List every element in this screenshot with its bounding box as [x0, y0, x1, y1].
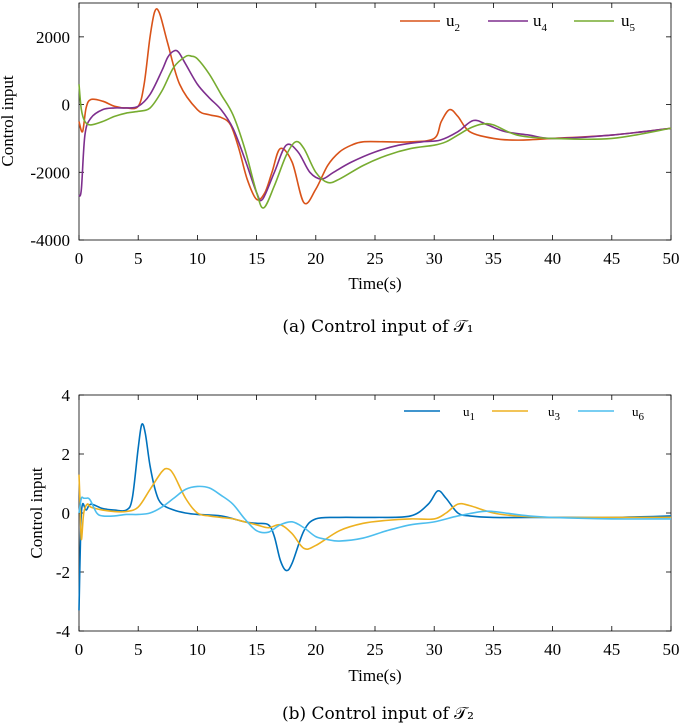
- chart-a-series-4-line: [78, 49, 672, 202]
- chart-a-ytick-label: -4000: [30, 231, 70, 250]
- chart-b: 0 5 10 15 20 25 30 35 40 45 50 -4 -2 0 2 4 Time(s) Cont…: [27, 386, 680, 724]
- chart-b-ytick-label: 0: [62, 504, 71, 523]
- legend-b-u6-label: u6: [632, 404, 645, 423]
- chart-b-ytick-label: -4: [56, 622, 71, 641]
- chart-b-ticks: 0 5 10 15 20 25 30 35 40 45 50 -4 -2 0 2 4: [56, 386, 680, 659]
- legend-b-u3-label: u3: [548, 404, 561, 423]
- chart-a-ticks: 0 5 10 15 20 25 30 35 40 45 50 -4000 -2000 0 2000: [30, 3, 680, 268]
- chart-a-xtick-label: 20: [307, 249, 324, 268]
- chart-a-series-5-line: [78, 54, 672, 209]
- chart-a-xtick-label: 15: [248, 249, 265, 268]
- legend-b-u1-label: u1: [463, 404, 475, 423]
- chart-a-xtick-label: 50: [663, 249, 680, 268]
- chart-b-xtick-label: 50: [663, 640, 680, 659]
- chart-b-xtick-label: 10: [189, 640, 206, 659]
- chart-b-series-6-line: [78, 485, 672, 542]
- legend-a-u5-label: u5: [621, 11, 636, 34]
- chart-a-xtick-label: 40: [544, 249, 561, 268]
- chart-a-xtick-label: 5: [134, 249, 143, 268]
- chart-b-lines: [78, 423, 672, 611]
- chart-b-ytick-label: -2: [56, 563, 70, 582]
- chart-b-caption: (b) Control input of 𝒯₂: [282, 704, 474, 724]
- chart-a-xtick-label: 30: [426, 249, 443, 268]
- chart-a-lines: [78, 8, 672, 209]
- chart-a-ylabel: Control input: [0, 75, 17, 166]
- chart-a-xtick-label: 10: [189, 249, 206, 268]
- chart-a-legend: u2 u4 u5: [400, 11, 636, 34]
- chart-b-ytick-label: 4: [62, 386, 71, 405]
- chart-b-xtick-label: 30: [426, 640, 443, 659]
- chart-b-xtick-label: 40: [544, 640, 561, 659]
- chart-b-xtick-label: 5: [134, 640, 143, 659]
- chart-a: 0 5 10 15 20 25 30 35 40 45 50 -4000 -2000 0 2000 Time…: [0, 2, 680, 337]
- chart-b-ytick-label: 2: [62, 445, 71, 464]
- chart-b-xtick-label: 25: [367, 640, 384, 659]
- chart-a-xtick-label: 0: [75, 249, 84, 268]
- chart-a-caption: (a) Control input of 𝒯₁: [282, 317, 473, 337]
- chart-b-xtick-label: 15: [248, 640, 265, 659]
- chart-a-xtick-label: 45: [603, 249, 620, 268]
- chart-b-xtick-label: 0: [75, 640, 84, 659]
- chart-b-xtick-label: 20: [307, 640, 324, 659]
- chart-a-xtick-label: 35: [485, 249, 502, 268]
- chart-b-plot-area: [78, 394, 672, 632]
- chart-b-ylabel: Control input: [27, 467, 46, 558]
- legend-a-u4-label: u4: [533, 11, 548, 34]
- chart-b-xtick-label: 35: [485, 640, 502, 659]
- chart-a-plot-area: [78, 2, 672, 241]
- chart-a-ytick-label: 2000: [36, 28, 70, 47]
- chart-a-ytick-label: -2000: [30, 163, 70, 182]
- chart-b-frame: [78, 394, 672, 632]
- chart-b-xlabel: Time(s): [348, 666, 401, 685]
- chart-b-series-3-line: [78, 467, 671, 550]
- legend-a-u2-label: u2: [446, 11, 460, 34]
- chart-a-xtick-label: 25: [367, 249, 384, 268]
- chart-a-ytick-label: 0: [62, 96, 71, 115]
- chart-a-frame: [78, 2, 672, 241]
- chart-a-xlabel: Time(s): [348, 274, 401, 293]
- chart-b-legend: u1 u3 u6: [404, 404, 645, 423]
- chart-b-xtick-label: 45: [603, 640, 620, 659]
- chart-a-series-2-line: [78, 8, 672, 205]
